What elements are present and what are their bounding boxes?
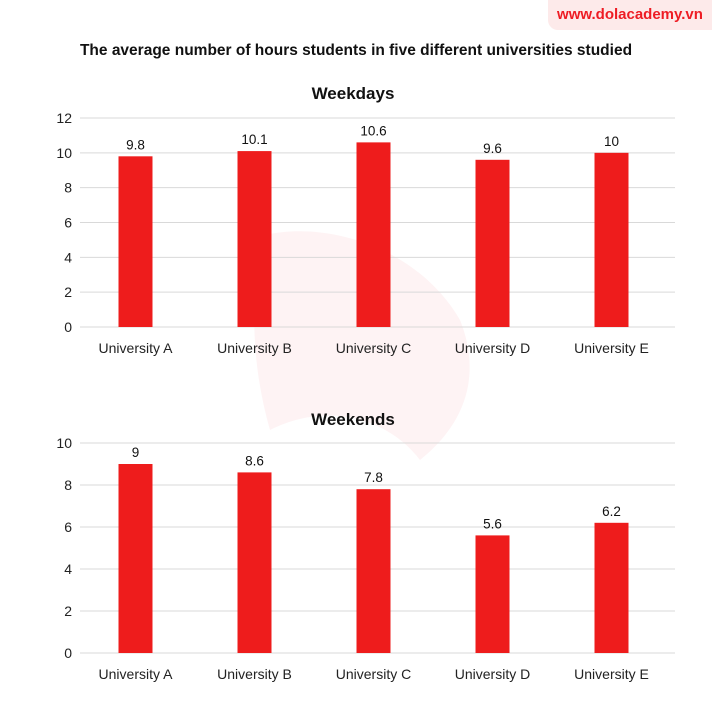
bar [356,489,391,653]
x-tick-label: University A [99,340,174,356]
x-tick-label: University B [217,666,292,682]
bar [594,522,629,653]
y-tick-label: 10 [56,145,72,161]
watermark-badge: www.dolacademy.vn [548,0,712,30]
subchart-title: Weekends [311,410,395,429]
y-tick-label: 2 [64,284,72,300]
data-label: 9 [132,445,140,460]
data-label: 8.6 [245,453,264,468]
bar [118,156,153,327]
data-label: 10.6 [360,123,386,138]
bar [356,142,391,327]
chart-title: The average number of hours students in … [80,42,632,59]
bar [475,535,510,653]
data-label: 9.8 [126,137,145,152]
y-tick-label: 4 [64,249,72,265]
x-tick-label: University B [217,340,292,356]
y-tick-label: 8 [64,477,72,493]
data-label: 9.6 [483,141,502,156]
watermark-logo [254,231,470,460]
y-tick-label: 12 [56,110,72,126]
bar [118,464,153,653]
y-tick-label: 2 [64,603,72,619]
data-label: 10.1 [241,132,267,147]
data-label: 6.2 [602,504,621,519]
data-label: 7.8 [364,470,383,485]
y-tick-label: 0 [64,645,72,661]
data-label: 5.6 [483,516,502,531]
y-tick-label: 4 [64,561,72,577]
y-tick-label: 10 [56,435,72,451]
y-tick-label: 6 [64,215,72,231]
data-label: 10 [604,134,619,149]
x-tick-label: University C [336,666,411,682]
subchart-title: Weekdays [312,84,395,103]
x-tick-label: University E [574,666,649,682]
bar [237,151,272,327]
y-tick-label: 8 [64,180,72,196]
x-tick-label: University D [455,340,530,356]
x-tick-label: University C [336,340,411,356]
bar [594,152,629,327]
x-tick-label: University D [455,666,530,682]
y-tick-label: 6 [64,519,72,535]
bar [237,472,272,653]
x-tick-label: University A [99,666,174,682]
x-tick-label: University E [574,340,649,356]
y-tick-label: 0 [64,319,72,335]
bar [475,159,510,327]
